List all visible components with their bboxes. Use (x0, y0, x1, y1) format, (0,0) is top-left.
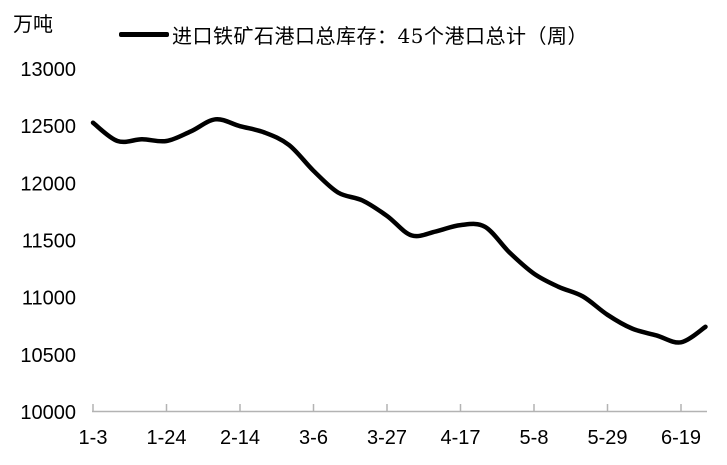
y-axis-tick-label: 13000 (20, 59, 76, 81)
x-axis-tick-label: 5-8 (520, 427, 549, 449)
x-axis-tick-label: 2-14 (220, 427, 260, 449)
inventory-line (90, 116, 708, 345)
y-axis-tick-label: 12000 (20, 173, 76, 195)
y-axis-tick-label: 12500 (20, 116, 76, 138)
x-axis-tick-label: 1-3 (79, 427, 108, 449)
x-axis-tick-label: 6-19 (661, 427, 701, 449)
x-axis-tick-label: 5-29 (587, 427, 627, 449)
x-axis-tick-label: 3-27 (367, 427, 407, 449)
x-axis-tick-label: 3-6 (299, 427, 328, 449)
legend-label: 进口铁矿石港口总库存：45个港口总计（周） (172, 24, 588, 48)
legend: 进口铁矿石港口总库存：45个港口总计（周） (119, 20, 588, 49)
y-axis-tick-label: 11000 (22, 288, 76, 310)
y-axis-unit-label: 万吨 (13, 12, 53, 36)
x-axis-tick-label: 4-17 (440, 427, 480, 449)
legend-line-swatch (119, 32, 169, 37)
y-axis-tick-label: 11500 (22, 231, 76, 253)
y-axis-tick-label: 10000 (20, 402, 76, 424)
y-axis-tick-label: 10500 (20, 345, 76, 367)
x-axis-tick-label: 1-24 (146, 427, 186, 449)
